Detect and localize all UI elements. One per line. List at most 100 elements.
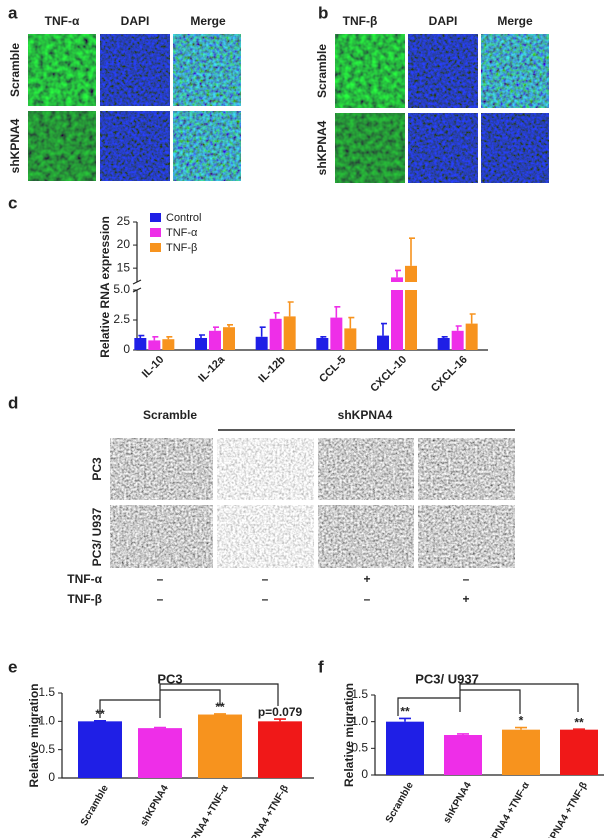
y-tick-label: 1.5: [38, 685, 55, 699]
bar: [283, 316, 296, 350]
bar: [198, 714, 242, 778]
legend-swatch: [150, 213, 161, 222]
x-tick-label: shKPNA4: [442, 780, 475, 825]
legend-label: TNF-α: [166, 227, 198, 239]
error-bar: [199, 334, 205, 338]
error-bar: [409, 237, 415, 266]
y-tick-label: 0: [361, 767, 368, 781]
group-label: Scramble: [143, 408, 197, 422]
error-bar: [457, 733, 469, 735]
chart-title: PC3: [157, 671, 182, 686]
error-bar: [320, 336, 327, 338]
bar: [386, 721, 424, 775]
bar: [437, 338, 450, 350]
image: [28, 34, 96, 106]
x-tick-label: IL-10: [140, 354, 167, 381]
panel-label: d: [8, 393, 18, 412]
bar: [162, 339, 175, 350]
treatment-sign: –: [364, 592, 371, 606]
bar: [258, 721, 302, 778]
x-tick-label: shKPNA4 +TNF-α: [481, 780, 533, 838]
y-tick-label: 0: [123, 342, 130, 356]
image: [408, 34, 478, 108]
image: [318, 438, 414, 500]
y-tick-label: 0.5: [351, 741, 368, 755]
error-bar: [213, 326, 219, 331]
y-tick-label: 25: [117, 214, 131, 228]
bar: [391, 290, 403, 350]
legend-swatch: [150, 228, 161, 237]
y-axis-label: Relative migration: [27, 683, 41, 787]
bar: [502, 729, 540, 775]
error-bar: [166, 336, 173, 340]
image: [217, 505, 314, 568]
error-bar: [334, 306, 341, 318]
x-tick-label: Scramble: [384, 780, 416, 825]
bar: [444, 735, 482, 775]
error-bar: [348, 316, 355, 329]
micrographs: [28, 34, 579, 718]
image: [28, 111, 96, 181]
error-bar: [287, 301, 294, 317]
treatment-sign: –: [262, 572, 269, 586]
bar: [316, 338, 329, 350]
column-label: DAPI: [121, 14, 150, 28]
x-tick-label: shKPNA4 +TNF-α: [180, 783, 232, 838]
bar: [78, 721, 122, 778]
x-tick-label: CXCL-16: [429, 354, 470, 395]
x-tick-label: IL-12b: [256, 354, 288, 386]
y-axis-label: Relative RNA expression: [98, 216, 112, 358]
image: [318, 505, 414, 568]
y-tick-label: 0: [48, 770, 55, 784]
bar: [223, 327, 235, 350]
row-label: PC3/ U937: [90, 507, 104, 566]
chart-title: PC3/ U937: [415, 671, 479, 686]
error-bar: [214, 713, 226, 715]
treatment-sign: –: [262, 592, 269, 606]
bar: [255, 336, 268, 350]
error-bar: [138, 334, 145, 338]
bar: [405, 290, 417, 350]
column-label: Merge: [497, 14, 533, 28]
x-tick-label: IL-12a: [196, 353, 228, 385]
panel-label: e: [8, 657, 17, 676]
image: [481, 113, 549, 183]
error-bar: [399, 717, 411, 722]
column-label: TNF-β: [343, 14, 378, 28]
x-tick-label: shKPNA4 +TNF-β: [539, 780, 590, 838]
y-tick-label: 1.0: [351, 714, 368, 728]
bar: [377, 335, 389, 350]
image: [110, 438, 213, 500]
error-bar: [274, 718, 286, 722]
bar: [465, 323, 478, 350]
error-bar: [273, 312, 280, 319]
error-bar: [455, 325, 462, 331]
error-bar: [515, 726, 527, 730]
treatment-sign: –: [157, 572, 164, 586]
y-tick-label: 2.5: [113, 312, 130, 326]
bar: [391, 277, 403, 282]
row-label: PC3: [90, 457, 104, 481]
bar: [138, 728, 182, 778]
y-tick-label: 1.0: [38, 714, 55, 728]
treatment-sign: +: [462, 592, 469, 606]
image: [100, 111, 170, 181]
bar: [209, 330, 221, 350]
image: [173, 34, 241, 106]
error-bar: [441, 336, 448, 338]
image: [217, 438, 314, 500]
error-bar: [152, 336, 159, 341]
y-tick-label: 15: [117, 260, 131, 274]
error-bar: [395, 269, 401, 278]
legend-swatch: [150, 243, 161, 252]
bar: [344, 328, 357, 350]
image: [110, 505, 213, 568]
image: [335, 34, 405, 108]
panel-label: c: [8, 193, 17, 212]
image: [335, 113, 405, 183]
x-tick-label: CCL-5: [317, 354, 348, 385]
legend-label: Control: [166, 212, 201, 224]
row-label: Scramble: [8, 43, 22, 97]
treatment-sign: +: [363, 572, 370, 586]
